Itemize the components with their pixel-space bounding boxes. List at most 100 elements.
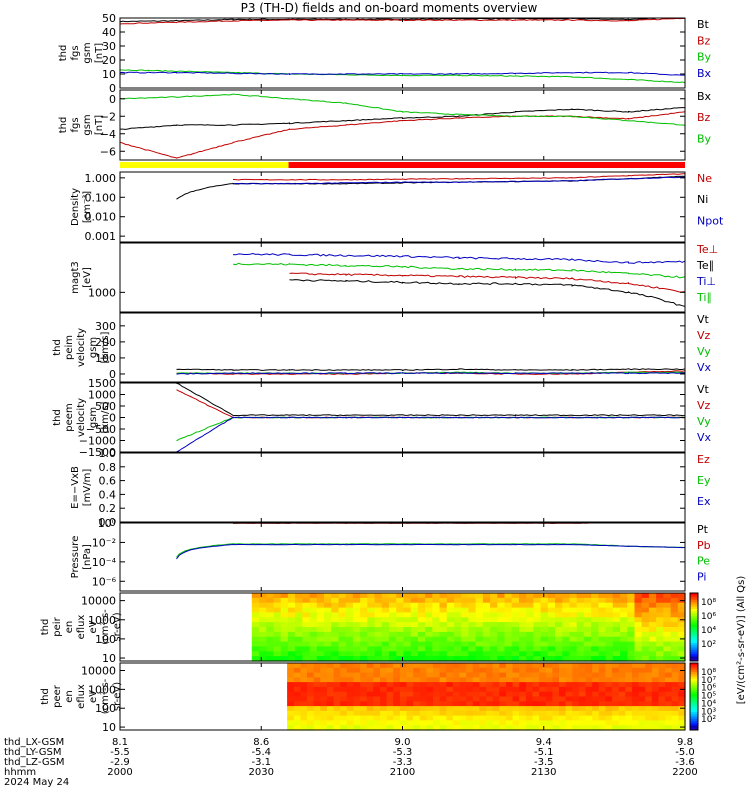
spectrogram-cell	[559, 696, 567, 702]
spectrogram-cell	[605, 686, 613, 693]
legend-Ey: Ey	[697, 474, 711, 487]
colorbar-cell	[690, 604, 698, 608]
spectrogram-cell	[519, 651, 527, 657]
spectrogram-cell	[452, 682, 461, 688]
spectrogram-cell	[426, 706, 434, 712]
spectrogram-cell	[353, 686, 361, 693]
spectrogram-cell	[446, 627, 455, 633]
spectrogram-cell	[459, 701, 467, 707]
spectrogram-cell	[345, 646, 354, 652]
spectrogram-cell	[419, 701, 427, 707]
spectrogram-cell	[313, 691, 321, 698]
spectrogram-cell	[417, 593, 426, 599]
spectrogram-cell	[389, 646, 397, 652]
spectrogram-cell	[425, 617, 433, 623]
spectrogram-cell	[641, 602, 650, 609]
spectrogram-cell	[665, 706, 673, 712]
spectrogram-cell	[497, 656, 506, 662]
spectrogram-cell	[393, 706, 401, 712]
spectrogram-cell	[562, 617, 571, 623]
spectrogram-cell	[324, 656, 332, 662]
spectrogram-cell	[598, 691, 606, 698]
spectrogram-cell	[519, 710, 527, 717]
spectrogram-cell	[620, 612, 628, 618]
spectrogram-cell	[360, 682, 368, 688]
spectrogram-cell	[468, 612, 477, 618]
spectrogram-cell	[413, 663, 421, 669]
spectrogram-cell	[287, 597, 296, 604]
spectrogram-cell	[671, 686, 679, 693]
spectrogram-cell	[472, 720, 480, 726]
spectrogram-cell	[425, 631, 433, 638]
spectrogram-cell	[526, 631, 534, 638]
spectrogram-cell	[569, 612, 578, 618]
spectrogram-cell	[472, 701, 480, 707]
spectrogram-cell	[316, 636, 325, 643]
spectrogram-cell	[295, 617, 303, 623]
spectrogram-cell	[439, 715, 447, 721]
spectrogram-cell	[287, 622, 296, 628]
spectrogram-cell	[352, 612, 361, 618]
y-tick-label: 0.100	[85, 191, 117, 204]
spectrogram-cell	[352, 656, 361, 662]
spectrogram-cell	[338, 622, 347, 628]
spectrogram-cell	[452, 715, 461, 721]
spectrogram-cell	[403, 593, 412, 599]
spectrogram-cell	[545, 706, 553, 712]
spectrogram-cell	[645, 701, 653, 707]
spectrogram-cell	[512, 701, 520, 707]
spectrogram-cell	[559, 715, 567, 721]
spectrogram-cell	[326, 696, 335, 702]
spectrogram-cell	[353, 720, 361, 726]
spectrogram-cell	[439, 677, 447, 683]
spectrogram-cell	[632, 686, 640, 693]
spectrogram-cell	[592, 677, 600, 683]
spectrogram-cell	[380, 667, 388, 674]
y-tick-label: 30	[102, 40, 116, 53]
spectrogram-cell	[578, 682, 587, 688]
spectrogram-cell	[618, 696, 626, 702]
spectrogram-cell	[475, 607, 484, 614]
spectrogram-cell	[472, 672, 480, 678]
spectrogram-cell	[324, 636, 332, 643]
spectrogram-cell	[490, 593, 498, 599]
spectrogram-cell	[678, 720, 686, 726]
spectrogram-cell	[638, 677, 646, 683]
spectrogram-cell	[540, 617, 549, 623]
spectrogram-cell	[511, 631, 520, 638]
spectrogram-cell	[309, 636, 318, 643]
colorbar-cell	[690, 595, 698, 599]
series-Vx	[176, 416, 686, 453]
spectrogram-cell	[295, 631, 303, 638]
spectrogram-cell	[352, 622, 361, 628]
legend-Bt: Bt	[697, 18, 710, 31]
spectrogram-cell	[572, 710, 580, 717]
spectrogram-cell	[499, 696, 507, 702]
spectrogram-cell	[419, 682, 427, 688]
spectrogram-cell	[338, 627, 347, 633]
spectrogram-cell	[479, 710, 487, 717]
spectrogram-cell	[324, 607, 332, 614]
spectrogram-cell	[634, 593, 643, 599]
spectrogram-cell	[678, 677, 686, 683]
legend-Pb: Pb	[697, 539, 711, 552]
spectrogram-cell	[266, 636, 275, 643]
spectrogram-cell	[419, 706, 427, 712]
spectrogram-cell	[532, 682, 540, 688]
spectrogram-cell	[287, 607, 296, 614]
spectrogram-cell	[499, 663, 507, 669]
spectrogram-cell	[663, 602, 672, 609]
spectrogram-cell	[273, 631, 282, 638]
colorbar-cell	[690, 674, 698, 677]
spectrogram-cell	[591, 646, 599, 652]
spectrogram-cell	[373, 725, 381, 731]
spectrogram-cell	[665, 710, 673, 717]
spectrogram-cell	[413, 725, 421, 731]
mode-bar-segment-slow	[120, 162, 289, 168]
legend-Pt: Pt	[697, 523, 709, 536]
spectrogram-cell	[410, 651, 419, 657]
spectrogram-cell	[439, 612, 448, 618]
spectrogram-cell	[519, 701, 527, 707]
spectrogram-cell	[324, 627, 332, 633]
spectrogram-cell	[396, 593, 404, 599]
